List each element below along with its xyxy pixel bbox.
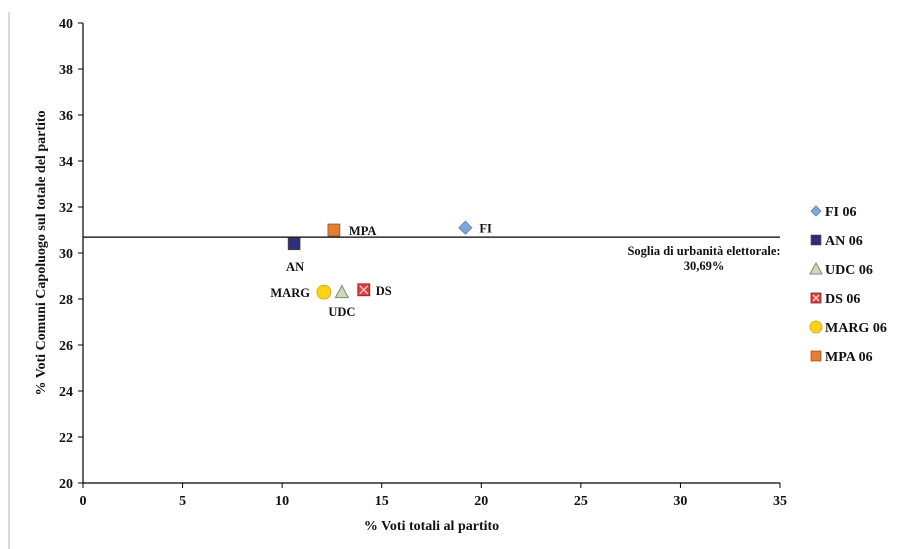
legend-item-udc: UDC 06 <box>809 261 873 278</box>
y-axis-title: % Voti Comuni Capoluogo sul totale del p… <box>34 110 49 395</box>
point-ds <box>357 283 371 297</box>
point-label-an: AN <box>286 260 304 274</box>
data-points <box>287 220 473 300</box>
legend-marker-udc <box>809 261 823 275</box>
legend: FI 06 AN 06 UDC 06 DS 06 MARG 06 MPA 06 <box>809 205 887 365</box>
threshold-line-group: Soglia di urbanità elettorale:30,69% <box>83 236 781 273</box>
legend-label-an: AN 06 <box>825 234 863 249</box>
point-marg <box>316 284 332 300</box>
point-fi <box>458 220 473 235</box>
x-tick-label: 30 <box>673 494 687 509</box>
legend-marker-ds <box>810 292 822 304</box>
legend-item-ds: DS 06 <box>810 292 860 307</box>
legend-item-an: AN 06 <box>810 234 863 249</box>
y-tick-label: 40 <box>59 17 73 32</box>
y-tick-label: 30 <box>59 247 73 262</box>
legend-label-udc: UDC 06 <box>825 263 873 278</box>
legend-marker-marg <box>809 320 823 334</box>
x-axis-title: % Voti totali al partito <box>364 519 499 534</box>
legend-item-marg: MARG 06 <box>809 320 887 336</box>
x-tick-label: 10 <box>275 494 289 509</box>
point-label-mpa: MPA <box>349 224 377 238</box>
y-tick-label: 28 <box>59 293 73 308</box>
point-label-marg: MARG <box>270 286 310 300</box>
legend-marker-mpa <box>810 350 822 362</box>
y-tick-label: 26 <box>59 339 73 354</box>
legend-label-fi: FI 06 <box>825 205 857 220</box>
point-label-udc: UDC <box>328 305 355 319</box>
x-tick-label: 20 <box>474 494 488 509</box>
y-tick-label: 38 <box>59 63 73 78</box>
threshold-label-line1: Soglia di urbanità elettorale: <box>627 244 780 258</box>
point-label-fi: FI <box>479 222 492 236</box>
tick-labels: 20 22 24 26 28 30 32 34 36 38 40 0 5 10 15 20 25 30 35 <box>59 17 787 509</box>
axes <box>78 22 781 488</box>
y-tick-label: 34 <box>59 155 73 170</box>
x-tick-label: 5 <box>179 494 186 509</box>
legend-item-mpa: MPA 06 <box>810 350 873 365</box>
x-tick-label: 25 <box>574 494 588 509</box>
x-tick-label: 35 <box>773 494 787 509</box>
point-mpa <box>327 223 341 237</box>
y-tick-label: 20 <box>59 477 73 492</box>
legend-label-mpa: MPA 06 <box>825 350 873 365</box>
y-tick-label: 36 <box>59 109 73 124</box>
y-tick-label: 22 <box>59 431 73 446</box>
y-tick-label: 32 <box>59 201 73 216</box>
x-tick-label: 0 <box>80 494 87 509</box>
point-udc <box>334 284 350 299</box>
legend-item-fi: FI 06 <box>810 205 857 220</box>
x-tick-label: 15 <box>375 494 389 509</box>
point-labels: FI AN UDC DS MARG MPA <box>270 222 492 319</box>
legend-marker-fi <box>810 205 822 217</box>
threshold-label-line2: 30,69% <box>684 259 725 273</box>
point-an <box>287 237 301 251</box>
legend-label-ds: DS 06 <box>825 292 860 307</box>
y-tick-label: 24 <box>59 385 73 400</box>
legend-label-marg: MARG 06 <box>825 321 887 336</box>
point-label-ds: DS <box>376 284 392 298</box>
legend-marker-an <box>810 234 822 246</box>
